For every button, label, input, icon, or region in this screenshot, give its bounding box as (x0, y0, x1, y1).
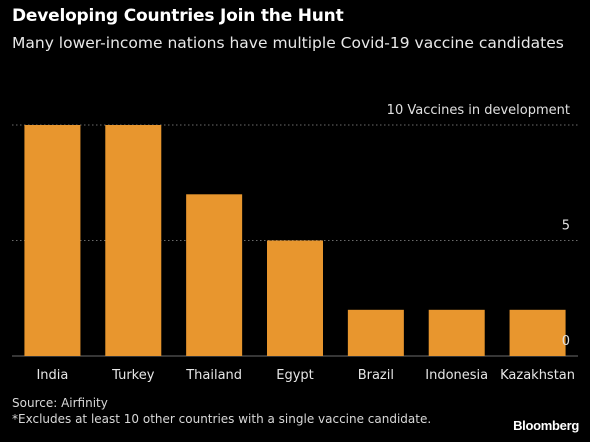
chart-subtitle: Many lower-income nations have multiple … (12, 34, 564, 52)
category-label-thailand: Thailand (185, 368, 242, 383)
category-labels: India Turkey Thailand Egypt Brazil Indonesia K… (36, 368, 575, 383)
footnote: *Excludes at least 10 other countries wi… (12, 412, 432, 426)
category-label-kazakhstan: Kazakhstan (500, 368, 575, 383)
y-tick-labels: 0 5 10 Vaccines in development (387, 103, 570, 349)
category-label-egypt: Egypt (276, 368, 314, 383)
bars (24, 125, 566, 356)
category-label-brazil: Brazil (358, 368, 394, 383)
bar-kazakhstan (509, 309, 566, 356)
bloomberg-logo: Bloomberg (513, 418, 579, 433)
y-tick-label-10: 10 Vaccines in development (387, 103, 570, 118)
bar-india (24, 125, 81, 356)
y-tick-label-5: 5 (562, 219, 570, 234)
bar-indonesia (428, 309, 485, 356)
category-label-india: India (36, 368, 68, 383)
category-label-indonesia: Indonesia (425, 368, 488, 383)
y-tick-label-0: 0 (562, 334, 570, 349)
bar-thailand (186, 194, 243, 356)
bar-turkey (105, 125, 162, 356)
bar-brazil (347, 309, 404, 356)
chart-title: Developing Countries Join the Hunt (12, 6, 344, 26)
category-label-turkey: Turkey (111, 368, 155, 383)
source-note: Source: Airfinity (12, 396, 108, 410)
bar-egypt (267, 240, 323, 356)
